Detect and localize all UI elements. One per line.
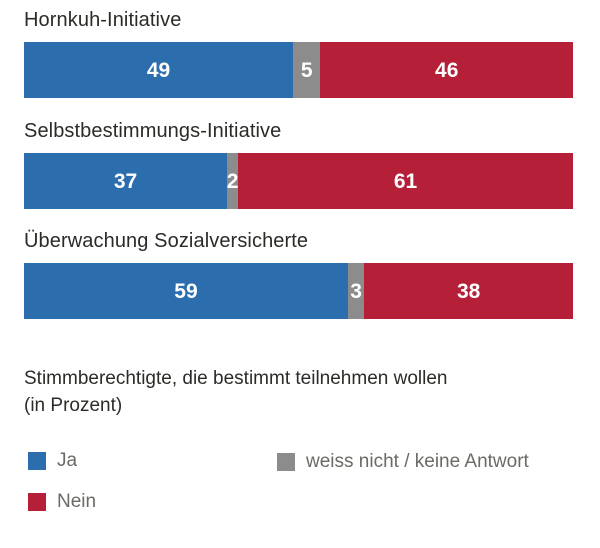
- segment-value-weiss-nicht: 5: [300, 58, 313, 82]
- stacked-bar-hornkuh: 49 5 46: [24, 42, 573, 98]
- bar-segment-weiss-nicht: 5: [293, 42, 321, 98]
- bar-segment-ja: 59: [24, 263, 348, 319]
- bar-segment-nein: 38: [364, 263, 573, 319]
- legend-label-nein: Nein: [57, 491, 97, 512]
- bar-segment-weiss-nicht: 3: [347, 263, 365, 319]
- segment-value-weiss-nicht: 2: [226, 169, 239, 193]
- weiss-nicht-color-swatch: [277, 453, 295, 471]
- legend-item-nein: Nein: [28, 491, 96, 513]
- legend-label-weiss-nicht: weiss nicht / keine Antwort: [306, 451, 529, 472]
- category-title-hornkuh: Hornkuh-Initiative: [24, 9, 182, 31]
- legend-item-weiss-nicht: weiss nicht / keine Antwort: [277, 451, 529, 473]
- segment-value-nein: 61: [393, 169, 418, 193]
- segment-value-weiss-nicht: 3: [350, 279, 362, 303]
- category-title-selbstbestimmung: Selbstbestimmungs-Initiative: [24, 120, 282, 142]
- bar-segment-ja: 37: [24, 153, 228, 209]
- segment-value-nein: 46: [435, 58, 459, 82]
- stacked-bar-ueberwachung: 59 3 38: [24, 263, 573, 319]
- bar-segment-weiss-nicht: 2: [227, 153, 238, 209]
- category-title-ueberwachung: Überwachung Sozialversicherte: [24, 230, 309, 252]
- nein-color-swatch: [28, 493, 46, 511]
- segment-value-ja: 37: [113, 169, 138, 193]
- stacked-bar-selbstbestimmung: 37 2 61: [24, 153, 573, 209]
- segment-value-ja: 49: [146, 58, 171, 82]
- segment-value-nein: 38: [457, 279, 481, 303]
- bar-segment-ja: 49: [24, 42, 293, 98]
- bar-segment-nein: 61: [238, 153, 573, 209]
- bar-segment-nein: 46: [320, 42, 573, 98]
- legend-label-ja: Ja: [57, 450, 78, 471]
- segment-value-ja: 59: [174, 279, 198, 303]
- legend-item-ja: Ja: [28, 450, 77, 472]
- ja-color-swatch: [28, 452, 46, 470]
- chart-caption: Stimmberechtigte, die bestimmt teilnehme…: [24, 368, 448, 416]
